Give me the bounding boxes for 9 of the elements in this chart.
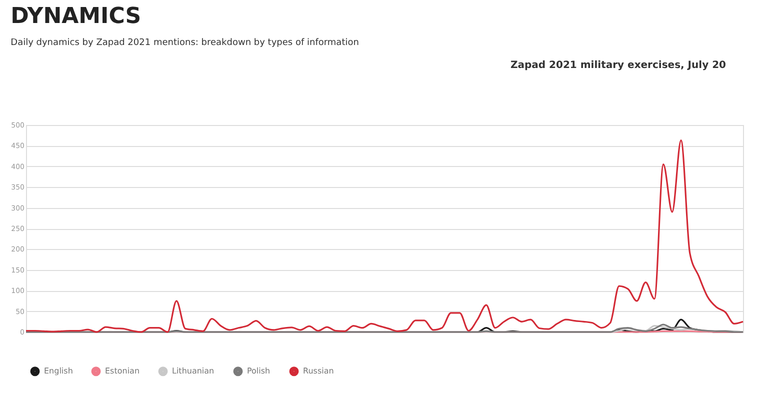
legend-label: Russian [303,366,334,376]
line-series [25,140,744,333]
chart-subtitle: Daily dynamics by Zapad 2021 mentions: breakdown by types of information [10,38,359,48]
chart-title: DYNAMICS [10,4,142,29]
legend-label: Polish [247,366,270,376]
legend-label: Lithuanian [172,366,214,376]
text: Zapad 2021 military exercises, July 20 [510,60,726,71]
legend-label: English [44,366,73,376]
legend-label: Estonian [105,366,140,376]
